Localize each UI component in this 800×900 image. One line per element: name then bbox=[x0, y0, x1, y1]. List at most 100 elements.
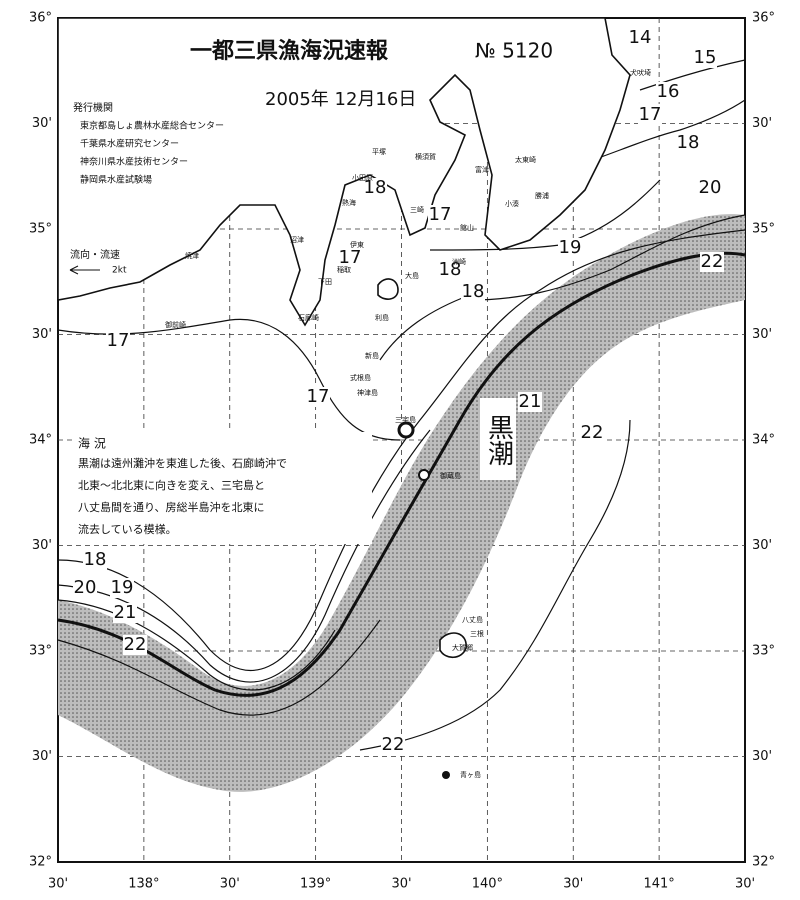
lon-label: 30' bbox=[735, 877, 755, 892]
place-name: 大島 bbox=[405, 271, 419, 280]
lon-label: 30' bbox=[48, 877, 68, 892]
issuer: 静岡県水産試験場 bbox=[80, 174, 152, 186]
isotherm-label: 21 bbox=[114, 602, 137, 623]
isotherm-label: 15 bbox=[694, 47, 717, 68]
isotherm-label: 19 bbox=[111, 577, 134, 598]
kuroshio-band bbox=[58, 214, 745, 792]
legend-label: 流向・流速 bbox=[70, 248, 120, 261]
coastline bbox=[57, 17, 631, 327]
place-name: 神津島 bbox=[357, 388, 378, 397]
place-name: 富津 bbox=[475, 165, 489, 174]
mikura-island bbox=[418, 469, 430, 481]
sea-condition-line: 黒潮は遠州灘沖を東進した後、石廊崎沖で bbox=[78, 456, 287, 470]
legend-speed: 2kt bbox=[112, 266, 127, 276]
place-name: 石廊崎 bbox=[298, 313, 319, 322]
place-name: 熱海 bbox=[342, 198, 356, 207]
lat-label: 36° bbox=[29, 11, 52, 26]
place-name: 大賀郷 bbox=[452, 643, 473, 652]
current-label: 黒潮 bbox=[484, 414, 514, 466]
isotherm-label-bg bbox=[638, 105, 662, 125]
isotherm-label-bg bbox=[381, 735, 405, 755]
isotherm-label: 17 bbox=[307, 386, 330, 407]
isotherm-label: 17 bbox=[107, 330, 130, 351]
isotherm-label: 17 bbox=[339, 247, 362, 268]
place-name: 三宅島 bbox=[395, 415, 416, 424]
isotherm-label-bg bbox=[628, 28, 652, 48]
isotherm-label: 22 bbox=[701, 251, 724, 272]
isotherm-label-bg bbox=[338, 248, 362, 268]
lat-label: 30' bbox=[752, 116, 772, 131]
place-name: 式根島 bbox=[350, 373, 371, 382]
hachijo-island bbox=[439, 632, 467, 659]
lat-label: 30' bbox=[752, 538, 772, 553]
isotherm-label: 22 bbox=[382, 734, 405, 755]
isotherm-label-bg bbox=[123, 635, 147, 655]
isotherm-label: 18 bbox=[677, 132, 700, 153]
sea-condition-line: 流去している模様。 bbox=[78, 522, 177, 536]
isotherm-label-bg bbox=[363, 178, 387, 198]
lat-label: 33° bbox=[29, 644, 52, 659]
izu-oshima bbox=[377, 278, 399, 300]
place-name: 洲崎 bbox=[452, 257, 466, 266]
lat-label: 32° bbox=[752, 855, 775, 870]
issuer: 東京都島しょ農林水産総合センター bbox=[80, 120, 224, 132]
lat-label: 30' bbox=[32, 749, 52, 764]
place-name: 小田原 bbox=[352, 173, 373, 182]
place-name: 三崎 bbox=[410, 205, 424, 214]
title: 一都三県漁海況速報 bbox=[190, 38, 389, 64]
isotherm-label-bg bbox=[306, 387, 330, 407]
place-name: 八丈島 bbox=[462, 615, 483, 624]
isotherm-label: 18 bbox=[439, 259, 462, 280]
place-name: 御前崎 bbox=[165, 320, 186, 329]
place-name: 下田 bbox=[318, 278, 332, 286]
isotherm-label: 18 bbox=[462, 281, 485, 302]
isotherm-label: 16 bbox=[657, 81, 680, 102]
isotherm-label-bg bbox=[428, 205, 452, 225]
place-name: 沼津 bbox=[290, 235, 304, 244]
place-name: 犬吠埼 bbox=[630, 68, 651, 77]
place-name: 太東崎 bbox=[515, 155, 536, 164]
place-name: 青ヶ島 bbox=[460, 770, 481, 779]
isotherm-label-bg bbox=[110, 578, 134, 598]
place-name: 伊東 bbox=[350, 240, 364, 249]
place-name: 横須賀 bbox=[415, 152, 436, 161]
isotherm-label-bg bbox=[698, 178, 722, 198]
lon-label: 139° bbox=[300, 877, 331, 892]
isotherm-label-bg bbox=[693, 48, 717, 68]
place-name: 御蔵島 bbox=[440, 471, 461, 480]
isotherm-label: 17 bbox=[429, 204, 452, 225]
isotherm-label: 22 bbox=[124, 634, 147, 655]
place-name: 新島 bbox=[365, 351, 379, 360]
report-number: № 5120 bbox=[475, 39, 553, 63]
isotherm-label-bg bbox=[461, 282, 485, 302]
issuer: 神奈川県水産技術センター bbox=[80, 156, 188, 168]
lon-label: 30' bbox=[391, 877, 411, 892]
isotherm-label-bg bbox=[518, 392, 542, 412]
isotherm-label: 18 bbox=[364, 177, 387, 198]
isotherm-label: 18 bbox=[84, 549, 107, 570]
lat-label: 30' bbox=[752, 749, 772, 764]
lat-label: 33° bbox=[752, 644, 775, 659]
issuers-heading: 発行機関 bbox=[73, 101, 113, 114]
lon-label: 30' bbox=[220, 877, 240, 892]
legend-arrowhead bbox=[69, 265, 79, 275]
sea-condition-line: 北東〜北北東に向きを変え、三宅島と bbox=[78, 478, 265, 492]
isotherm-label: 17 bbox=[639, 104, 662, 125]
isotherm-label-bg bbox=[73, 578, 97, 598]
place-name: 館山 bbox=[460, 223, 474, 232]
isotherm-label: 22 bbox=[581, 422, 604, 443]
miyake-island bbox=[397, 421, 415, 439]
report-date: 2005年 12月16日 bbox=[265, 89, 416, 110]
isotherm-label-bg bbox=[438, 260, 462, 280]
isotherm-label-bg bbox=[83, 550, 107, 570]
place-name: 平塚 bbox=[372, 147, 386, 156]
isotherm-label-bg bbox=[580, 423, 604, 443]
isotherm-label-bg bbox=[558, 238, 582, 258]
place-name: 利島 bbox=[375, 313, 389, 322]
isotherm-label-bg bbox=[656, 82, 680, 102]
sea-condition-heading: 海 況 bbox=[78, 436, 106, 451]
lat-label: 34° bbox=[752, 433, 775, 448]
lat-label: 35° bbox=[29, 222, 52, 237]
lon-label: 140° bbox=[472, 877, 503, 892]
